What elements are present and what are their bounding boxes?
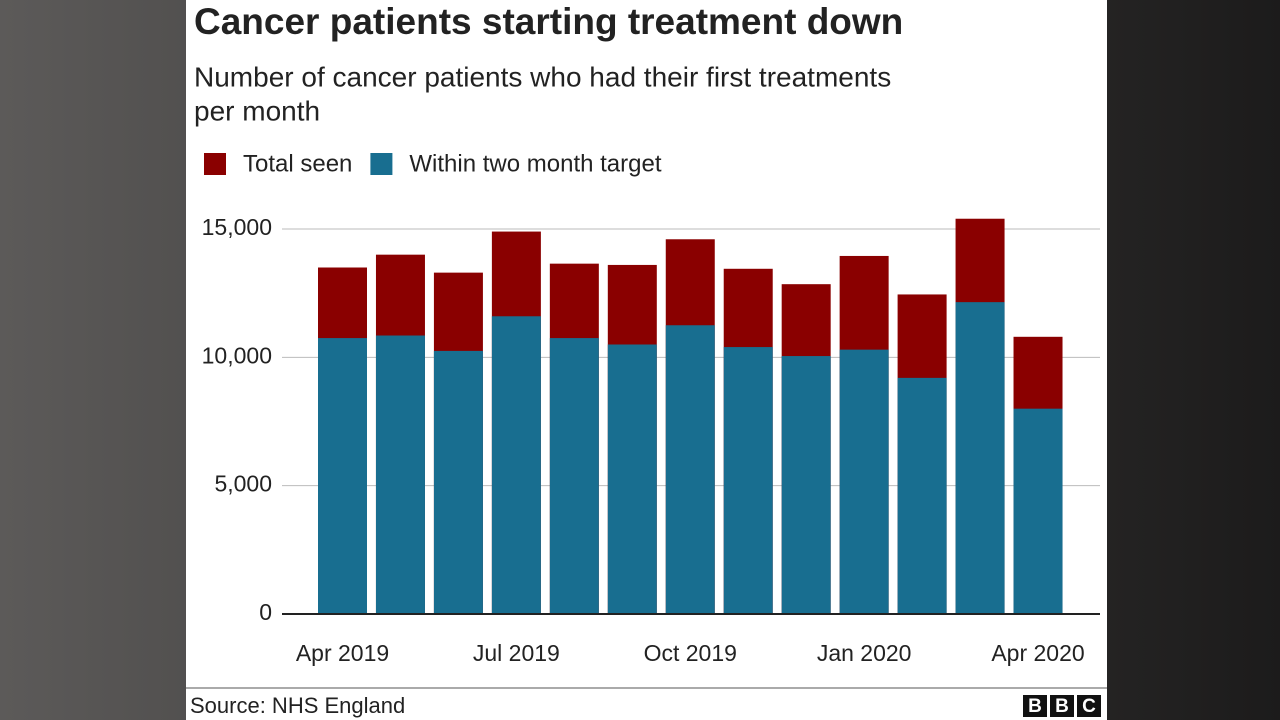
bar [1013, 408, 1063, 614]
chart-subtitle: Number of cancer patients who had their … [194, 61, 891, 92]
bar [723, 347, 773, 614]
bar [549, 338, 599, 614]
bar [491, 316, 541, 614]
y-tick-label: 10,000 [202, 342, 272, 368]
bar [839, 349, 889, 614]
source: Source: NHS England [190, 693, 405, 718]
legend-label: Total seen [243, 150, 352, 177]
logo-box [1023, 695, 1047, 717]
chart-title: Cancer patients starting treatment down [194, 1, 903, 42]
bar [665, 325, 715, 614]
y-tick-label: 0 [259, 599, 272, 625]
logo-box [1050, 695, 1074, 717]
legend-swatch [204, 153, 226, 175]
chart-subtitle: per month [194, 95, 320, 126]
x-tick-label: Jul 2019 [473, 640, 560, 666]
bar [955, 302, 1005, 614]
x-tick-label: Apr 2020 [991, 640, 1084, 666]
legend-label: Within two month target [409, 150, 661, 177]
bar [781, 356, 831, 614]
bar [433, 350, 483, 614]
y-tick-label: 5,000 [214, 471, 272, 497]
x-tick-label: Oct 2019 [644, 640, 737, 666]
logo-letter: B [1055, 696, 1069, 717]
logo-box [1077, 695, 1101, 717]
y-tick-label: 15,000 [202, 214, 272, 240]
bar [375, 335, 425, 614]
bar [897, 377, 947, 614]
logo-letter: B [1028, 696, 1042, 717]
x-tick-label: Apr 2019 [296, 640, 389, 666]
legend-swatch [370, 153, 393, 175]
bar [318, 338, 367, 614]
logo-letter: C [1082, 696, 1096, 717]
x-tick-label: Jan 2020 [817, 640, 912, 666]
bar [607, 344, 657, 614]
